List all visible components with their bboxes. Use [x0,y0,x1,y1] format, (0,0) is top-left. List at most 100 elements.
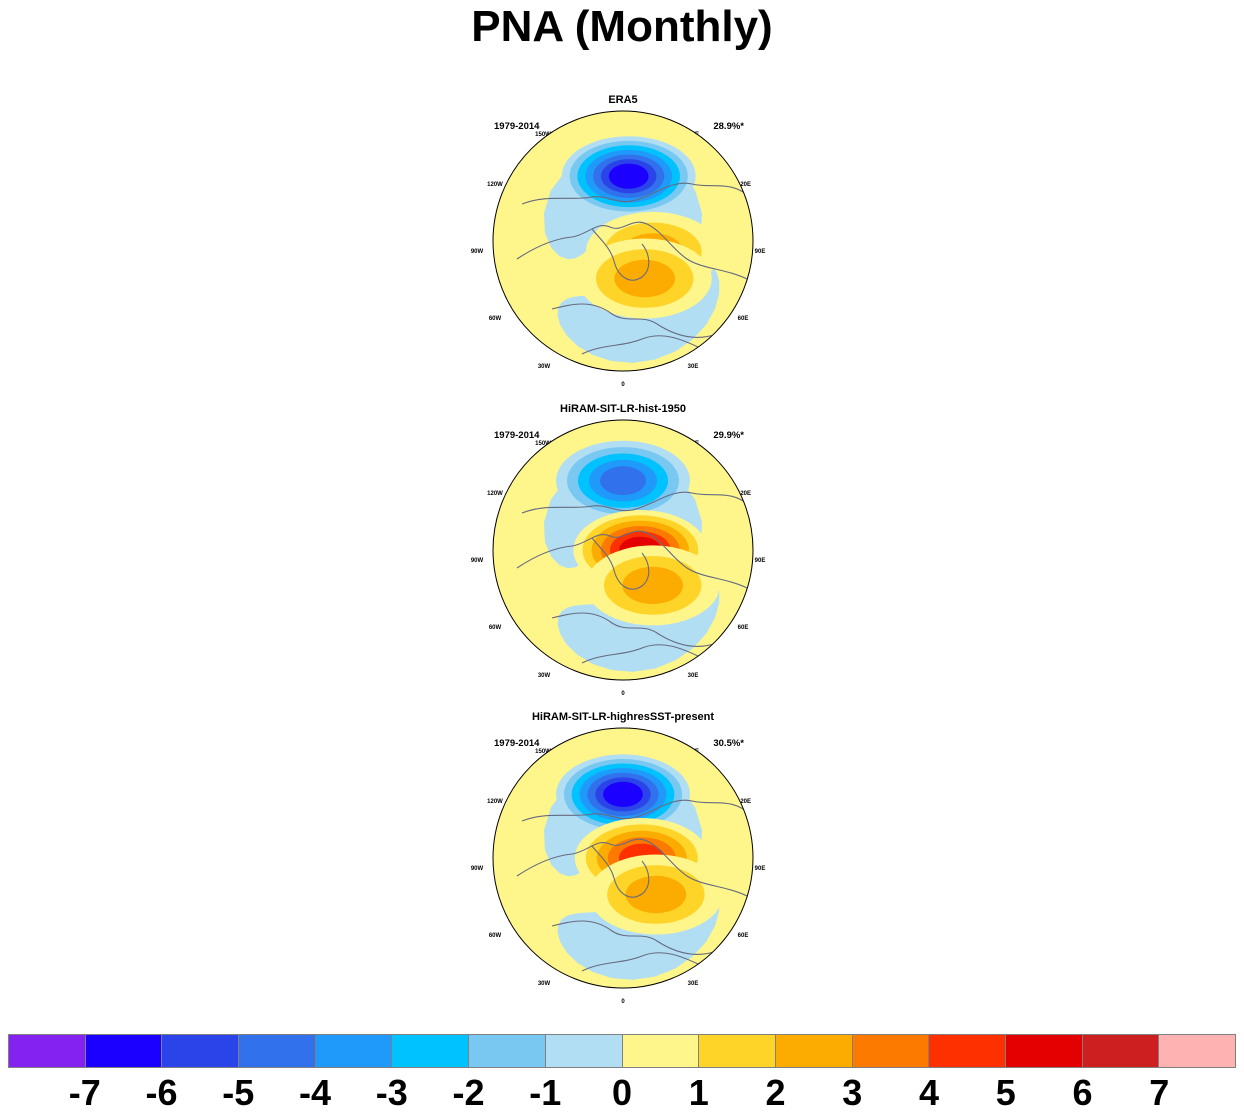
colorbar-box [85,1034,163,1068]
anomaly-contour [603,781,643,807]
colorbar [8,1034,1236,1068]
longitude-label: 0 [621,999,625,1005]
coastline [591,228,650,281]
longitude-label: 30W [537,364,551,370]
panel-title: HiRAM-SIT-LR-highresSST-present [531,711,715,723]
coastline [551,920,718,955]
longitude-label: 90E [754,558,766,564]
longitude-label: 90E [754,866,766,872]
longitude-label: 120E [736,491,751,497]
anomaly-contour [625,875,687,914]
colorbar-tick-label: -5 [222,1072,255,1113]
panel-title: HiRAM-SIT-LR-hist-1950 [560,403,686,415]
colorbar-box [775,1034,853,1068]
polar-map [492,727,754,989]
anomaly-contour [608,163,649,189]
map-border [492,110,754,372]
longitude-label: 150W [535,749,551,755]
longitude-label: 90W [470,558,484,564]
longitude-label: 90W [470,249,484,255]
coastline [551,612,718,647]
colorbar-box [699,1034,776,1068]
colorbar-box [239,1034,316,1068]
coastline [551,303,718,338]
longitude-label: 60W [488,933,502,939]
longitude-label: 60E [737,933,749,939]
longitude-label: 90E [754,249,766,255]
longitude-label: 30E [687,981,699,987]
figure-title: PNA (Monthly) [471,2,773,51]
colorbar-tick-label: 7 [1149,1072,1170,1113]
variance-label: 30.5%* [713,738,744,749]
colorbar-tick-label: -6 [145,1072,178,1113]
coastline [516,530,748,589]
variance-label: 28.9%* [713,121,744,132]
colorbar-box [162,1034,240,1068]
colorbar-tick-label: 1 [688,1072,709,1113]
colorbar-tick-label: 3 [842,1072,863,1113]
coastline [591,845,650,898]
coastline [521,491,753,514]
colorbar-box [469,1034,546,1068]
longitude-label: 0 [621,691,625,697]
colorbar-tick-label: -7 [68,1072,101,1113]
colorbar-box [852,1034,930,1068]
longitude-label: 120W [487,799,503,805]
colorbar-box [1082,1034,1160,1068]
panel-era5: ERA5 1979-2014 28.9%* 180150E120E90E60E3… [470,94,774,394]
colorbar-tick-label: 4 [918,1072,940,1113]
longitude-label: 60W [488,316,502,322]
coastline [591,537,650,590]
colorbar-tick-label: -2 [452,1072,485,1113]
polar-map [492,419,754,681]
colorbar-box [929,1034,1006,1068]
panel-hiram-highressst-present: HiRAM-SIT-LR-highresSST-present 1979-201… [470,711,774,1011]
colorbar-tick-label: -4 [298,1072,331,1113]
colorbar-box [315,1034,393,1068]
longitude-label: 60E [737,316,749,322]
longitude-label: 0 [621,382,625,388]
longitude-label: 30W [537,673,551,679]
polar-map [492,110,754,372]
period-label: 1979-2014 [494,121,540,132]
longitude-label: 60W [488,625,502,631]
coastline [521,182,753,205]
longitude-label: 120W [487,491,503,497]
panel-title: ERA5 [608,94,638,106]
longitude-label: 120W [487,182,503,188]
coastline [516,221,748,280]
colorbar-box [1159,1034,1236,1068]
colorbar-tick-label: 2 [765,1072,786,1113]
colorbar-tick-label: -1 [529,1072,562,1113]
anomaly-contour [622,566,683,605]
colorbar-tick-label: -3 [375,1072,408,1113]
period-label: 1979-2014 [494,738,540,749]
colorbar-box [545,1034,623,1068]
longitude-label: 30E [687,673,699,679]
coastline [521,799,753,822]
longitude-label: 90W [470,866,484,872]
map-border [492,419,754,681]
coastline [581,644,703,664]
coastline [581,335,703,355]
colorbar-box [392,1034,470,1068]
longitude-label: 150W [535,132,551,138]
longitude-label: 120E [736,182,751,188]
colorbar-box [622,1034,700,1068]
panel-hiram-hist-1950: HiRAM-SIT-LR-hist-1950 1979-2014 29.9%* … [470,403,774,703]
map-border [492,727,754,989]
anomaly-contour [600,466,646,496]
colorbar-box [8,1034,86,1068]
colorbar-tick-label: 0 [611,1072,633,1113]
coastline [581,952,703,972]
colorbar-tick-label: 5 [995,1072,1016,1113]
period-label: 1979-2014 [494,430,540,441]
longitude-label: 120E [736,799,751,805]
variance-label: 29.9%* [713,430,744,441]
coastline [516,838,748,897]
anomaly-contour [614,259,675,298]
longitude-label: 30E [687,364,699,370]
longitude-label: 60E [737,625,749,631]
colorbar-box [1005,1034,1083,1068]
colorbar-tick-label: 6 [1072,1072,1093,1113]
